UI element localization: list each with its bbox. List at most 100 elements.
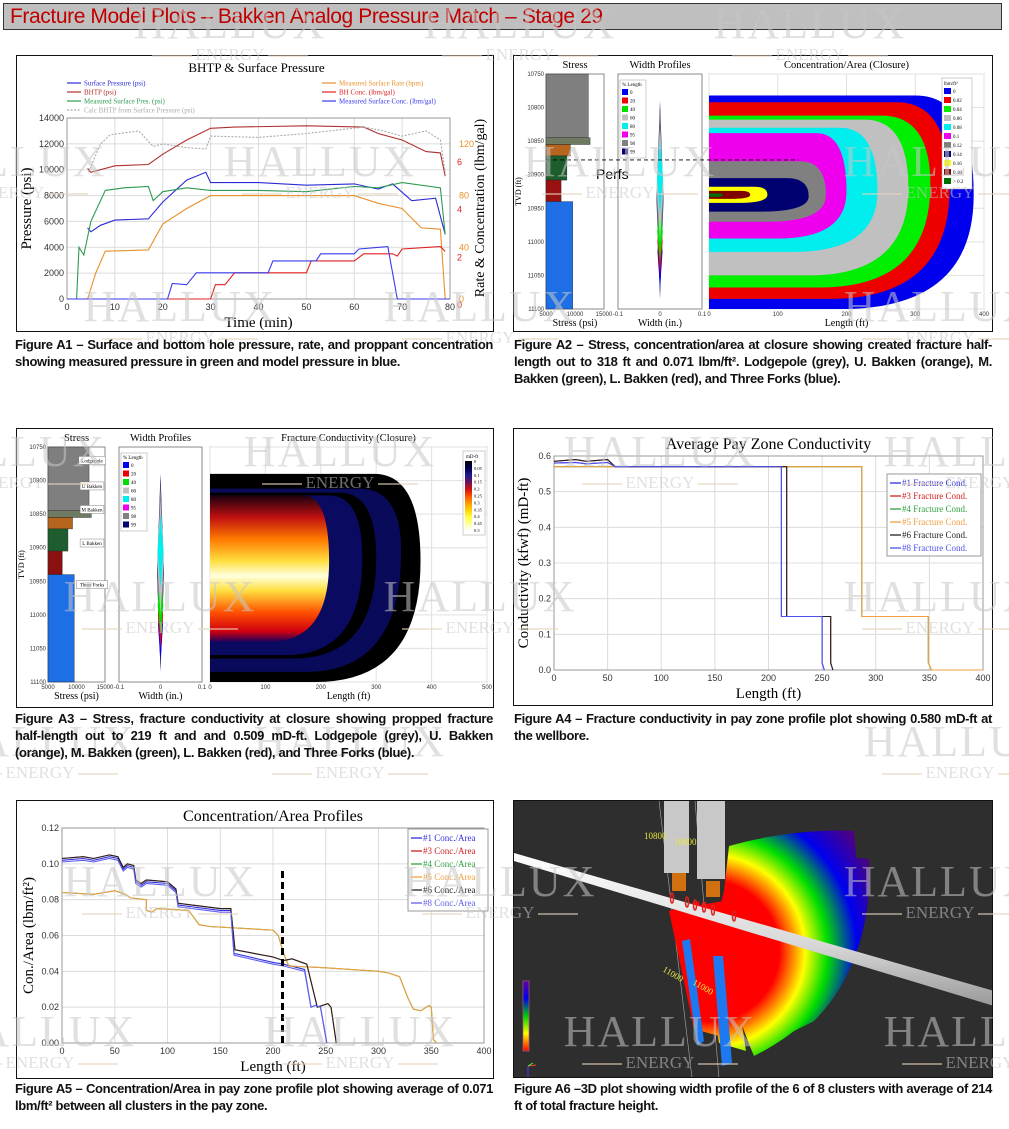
y-tick-label: 10950 xyxy=(29,579,46,585)
wellbore xyxy=(514,853,992,1006)
series-line-1 xyxy=(87,171,446,235)
conc-legend-label: 0.12 xyxy=(953,144,962,149)
series-line-6 xyxy=(61,857,328,1044)
x-tick-label: 350 xyxy=(424,1046,439,1056)
track-x-label: Width (in.) xyxy=(638,318,682,329)
track-x-label: Length (ft) xyxy=(327,691,371,702)
y-tick-label: 0.08 xyxy=(41,895,59,905)
y-tick-label: 0.06 xyxy=(41,931,59,941)
track-title: Width Profiles xyxy=(629,60,690,71)
colorbar-label: 0.2 xyxy=(474,487,480,492)
stress-layer xyxy=(47,550,63,575)
legend-box xyxy=(886,473,982,557)
legend-label: #5 Fracture Cond. xyxy=(902,517,967,527)
x-tick-label: 300 xyxy=(868,673,883,683)
conc-legend-swatch xyxy=(944,106,951,112)
series-line-4 xyxy=(87,126,446,173)
width-legend-label: 0 xyxy=(630,91,633,96)
width-legend-label: 80 xyxy=(630,125,636,130)
colorbar-label: 0.5 xyxy=(474,528,480,533)
width-legend-label: 98 xyxy=(131,515,137,520)
plot-area xyxy=(61,827,485,1044)
track-title: Width Profiles xyxy=(130,433,191,444)
figure-a5-chart: Concentration/Area Profiles 0 50 100 150 200 2… xyxy=(16,800,494,1079)
x-tick-label: 30 xyxy=(206,302,216,312)
colorbar-label: 0.25 xyxy=(474,494,483,499)
width-legend-label: 99 xyxy=(131,524,137,529)
conc-legend-label: 0.14 xyxy=(953,153,962,158)
x-tick-label: 400 xyxy=(427,685,438,691)
y-tick-label: 0.6 xyxy=(538,451,551,461)
y-axis-label: Con./Area (lbm/ft²) xyxy=(21,877,37,994)
x-tick-label: 20 xyxy=(158,302,168,312)
x-tick-label: 400 xyxy=(979,312,990,318)
width-legend-title: % Length xyxy=(123,456,143,461)
series-line-1 xyxy=(553,461,825,671)
conc-legend-label: 0.04 xyxy=(953,108,962,113)
x-axis-label: Length (ft) xyxy=(736,686,801,702)
conc-legend-label: 0.1 xyxy=(953,135,960,140)
formation-label: U Bakken xyxy=(82,485,103,490)
legend-label: #3 Fracture Cond. xyxy=(902,491,967,501)
chart-title: BHTP & Surface Pressure xyxy=(188,60,325,75)
figure-a3-caption: Figure A3 – Stress, fracture conductivit… xyxy=(15,711,493,760)
plot-area xyxy=(553,455,984,671)
x-tick-label: 500 xyxy=(482,685,493,691)
width-legend-label: 20 xyxy=(630,100,636,105)
legend-label: #4 Fracture Cond. xyxy=(902,504,967,514)
width-legend-label: 95 xyxy=(131,507,137,512)
color-scale-bar xyxy=(522,980,530,1052)
width-legend-swatch xyxy=(123,479,129,485)
x-tick-label: 350 xyxy=(922,673,937,683)
x-tick-label: 200 xyxy=(761,673,776,683)
depth-label: 10800 xyxy=(644,831,667,841)
rate-tick-label: 80 xyxy=(459,191,469,201)
depth-label: 10800 xyxy=(674,837,697,847)
rate-tick-label: 0 xyxy=(459,294,464,304)
y-tick-label: 11000 xyxy=(528,240,545,246)
colorbar-label: 0.35 xyxy=(474,507,483,512)
width-profile-80 xyxy=(157,514,164,588)
legend-label: #5 Conc./Area xyxy=(423,872,475,882)
conc-legend-label: 0.16 xyxy=(953,162,962,167)
formation-log xyxy=(713,956,732,1066)
y-tick-label: 10950 xyxy=(527,206,544,212)
conc-legend-label: 0.08 xyxy=(953,126,962,131)
watermark-sub: ENERGY xyxy=(250,764,450,782)
x-tick-label: 100 xyxy=(260,685,271,691)
series-line-6 xyxy=(67,246,446,300)
stress-layer xyxy=(545,73,589,138)
stress-log-column xyxy=(664,801,689,873)
title-bar: Fracture Model Plots – Bakken Analog Pre… xyxy=(3,3,1002,30)
legend-label: #6 Conc./Area xyxy=(423,885,475,895)
legend-label: #1 Fracture Cond. xyxy=(902,478,967,488)
conc-legend-swatch xyxy=(944,169,951,175)
y-tick-label: 10800 xyxy=(527,106,544,112)
legend-label: Measured Surface Conc. (lbm/gal) xyxy=(339,98,436,106)
legend-label: Surface Pressure (psi) xyxy=(84,80,146,88)
y-tick-label: 8000 xyxy=(44,191,64,201)
track-x-label: Width (in.) xyxy=(138,691,182,702)
y-tick-label: 0.2 xyxy=(538,594,551,604)
conc-tick-label: 2 xyxy=(457,252,462,262)
formation-label: M Bakken xyxy=(82,508,103,513)
series-line-1 xyxy=(61,856,328,1044)
legend-label: #3 Conc./Area xyxy=(423,846,475,856)
width-legend-label: 99 xyxy=(630,151,636,156)
width-legend-swatch xyxy=(123,462,129,468)
legend-label: #8 Fracture Cond. xyxy=(902,543,967,553)
width-legend-swatch xyxy=(123,496,129,502)
width-profile-80 xyxy=(657,141,663,215)
fracture-wing xyxy=(729,857,870,1051)
y-tick-label: 10750 xyxy=(29,445,46,451)
series-line-5 xyxy=(61,854,337,1044)
x-tick-label: 50 xyxy=(603,673,613,683)
conc-tick-label: 4 xyxy=(457,205,462,215)
conductivity-colorbar xyxy=(465,461,472,531)
x-tick-label: 0 xyxy=(59,1046,64,1056)
x-tick-label: -0.1 xyxy=(613,312,624,318)
contour-gt-0.2 xyxy=(709,193,723,197)
formation-label-box xyxy=(76,580,109,589)
formation-label: Three Forks xyxy=(80,584,104,589)
stress-layer xyxy=(545,144,571,157)
